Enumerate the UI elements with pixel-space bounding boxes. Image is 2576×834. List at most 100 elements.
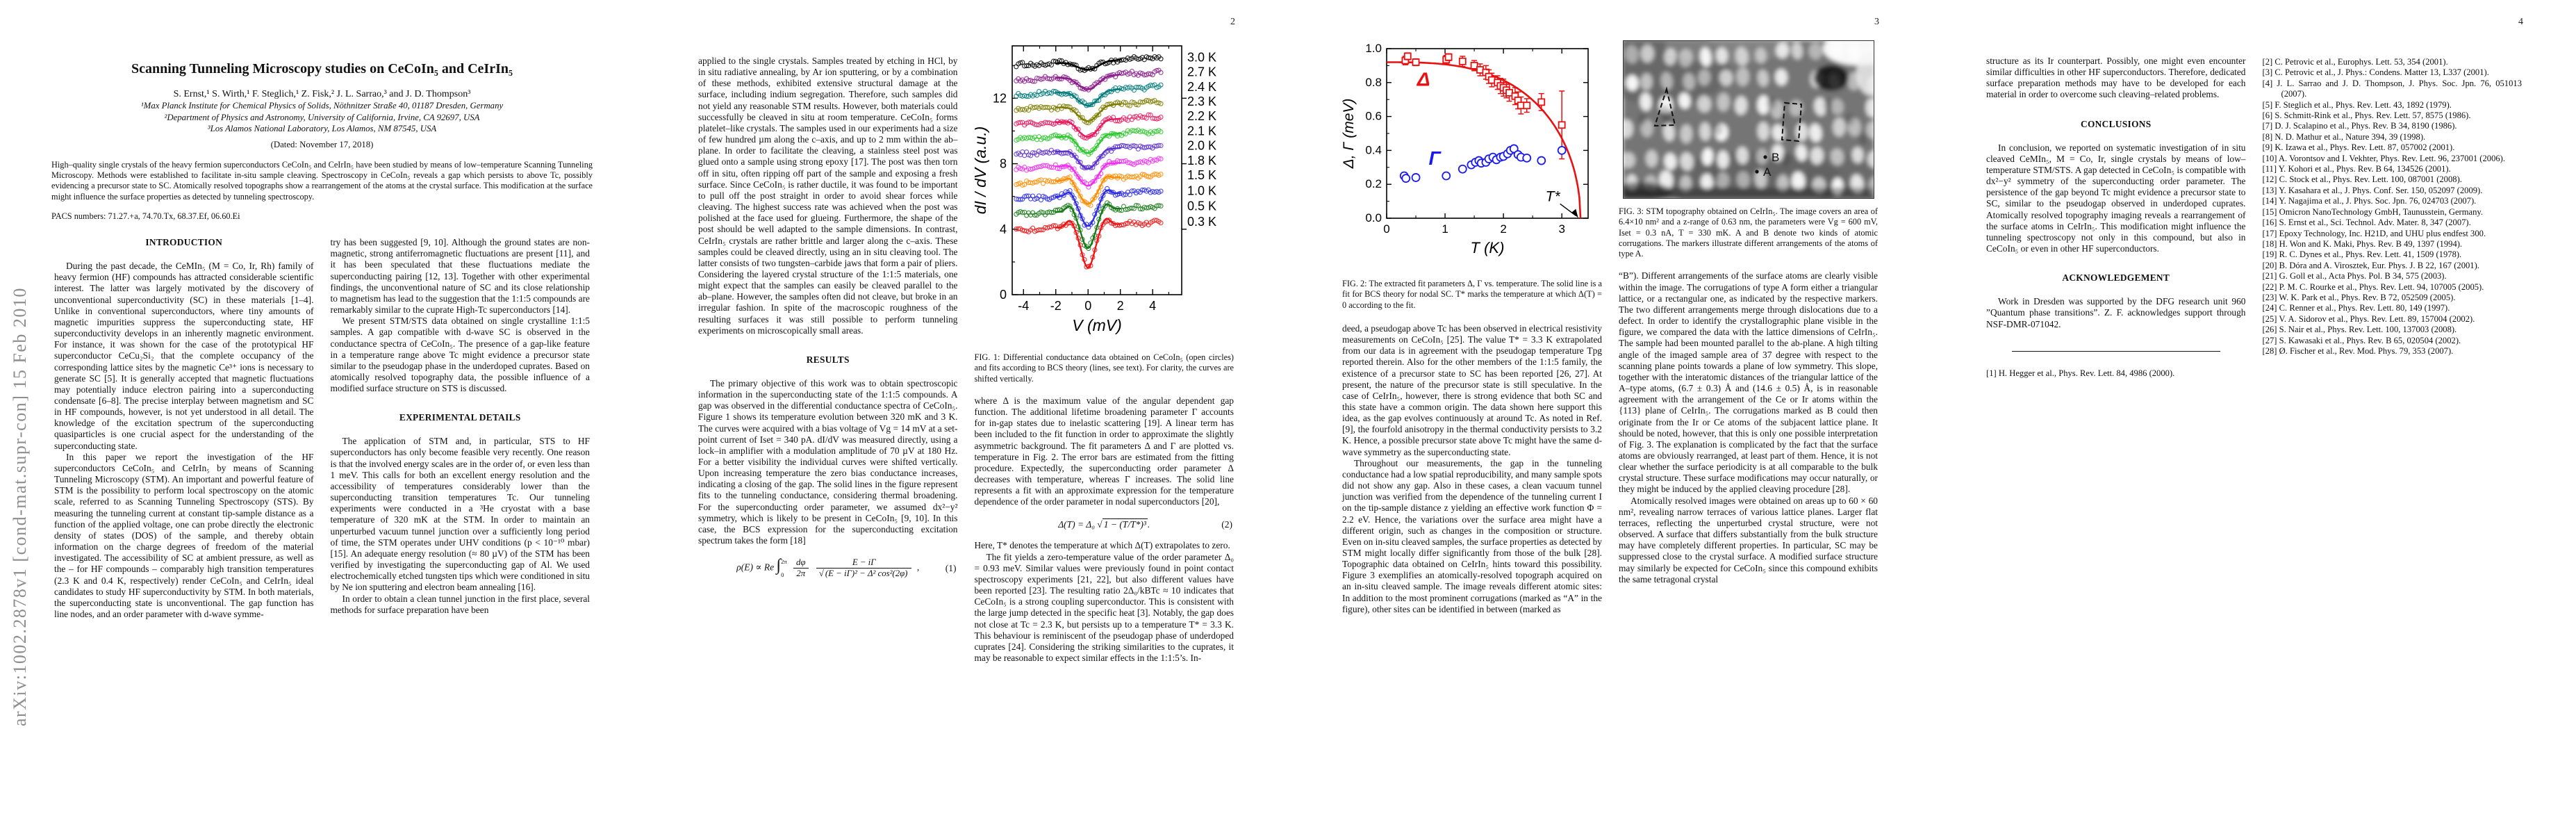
paragraph: Atomically resolved images were obtained…	[1619, 495, 1878, 584]
svg-text:0.3 K: 0.3 K	[1187, 215, 1216, 229]
paragraph: deed, a pseudogap above Tc has been obse…	[1342, 322, 1602, 457]
figure-1: -4 -2 0 2 4 0 4 8 12 V (mV) dI / dV (a.u.) 3.0 K2.7…	[971, 40, 1234, 384]
svg-text:3.0 K: 3.0 K	[1187, 50, 1216, 64]
reference-item: [11] Y. Kohori et al., Phys. Rev. B 64, …	[2262, 164, 2451, 174]
svg-text:-4: -4	[1018, 299, 1030, 313]
reference-item: [7] D. J. Scalapino et al., Phys. Rev. B…	[2262, 121, 2457, 131]
sqrt-sign: √	[818, 569, 824, 579]
paragraph: where Δ is the maximum value of the angu…	[974, 395, 1235, 507]
svg-text:0.4: 0.4	[1365, 143, 1382, 156]
page-2: 2 applied to the single crystals. Sample…	[644, 0, 1288, 834]
svg-text:1.8 K: 1.8 K	[1187, 154, 1216, 167]
reference-item: [18] H. Won and K. Maki, Phys. Rev. B 49…	[2262, 238, 2463, 249]
reference-item: [27] S. Kawasaki et al., Phys. Rev. B 65…	[2262, 335, 2461, 345]
paragraph: Work in Dresden was supported by the DFG…	[1986, 296, 2246, 329]
page-number: 3	[1874, 17, 1879, 27]
pacs-numbers: PACS numbers: 71.27.+a, 74.70.Tx, 68.37.…	[51, 211, 240, 222]
svg-text:2.4 K: 2.4 K	[1187, 80, 1216, 94]
svg-text:2.7 K: 2.7 K	[1187, 65, 1216, 79]
page1-columns: INTRODUCTION During the past decade, the…	[0, 234, 644, 620]
reference-item: [20] B. Dóra and A. Virosztek, Eur. Phys…	[2262, 260, 2479, 270]
reference-item: [16] S. Ernst et al., Sci. Technol. Adv.…	[2262, 218, 2471, 228]
paragraph: structure as its Ir counterpart. Possibl…	[1986, 56, 2246, 100]
svg-text:3: 3	[1558, 222, 1564, 236]
reference-item: [4] J. L. Sarrao and J. D. Thompson, J. …	[2262, 78, 2523, 99]
reference-item: [19] R. C. Dynes et al., Phys. Rev. Lett…	[2262, 250, 2462, 260]
reference-item: [5] F. Steglich et al., Phys. Rev. Lett.…	[2262, 99, 2452, 110]
svg-text:2: 2	[1117, 299, 1124, 313]
equation-1-number: (1)	[945, 562, 957, 573]
svg-text:1.5 K: 1.5 K	[1187, 168, 1216, 182]
section-conclusions: CONCLUSIONS	[2080, 118, 2152, 129]
figure-2-caption: FIG. 2: The extracted fit parameters Δ, …	[1342, 279, 1602, 310]
page4-right-column: [2] C. Petrovic et al., Europhys. Lett. …	[2263, 40, 2523, 379]
svg-text:0: 0	[1000, 288, 1007, 302]
reference-item: [1] H. Hegger et al., Phys. Rev. Lett. 8…	[1986, 368, 2175, 378]
paragraph: applied to the single crystals. Samples …	[698, 56, 958, 336]
equation-1: ρ(E) ∝ Re ∫ 2π 0 dφ 2π E − iΓ √ (E − iΓ)² − Δ…	[698, 557, 958, 579]
equation-2: Δ(T) = Δ₀ √ 1 − (T/T*)³ . (2)	[1058, 518, 1232, 530]
fig3-stm-topography-image: BA	[1598, 28, 1901, 214]
reference-item: [2] C. Petrovic et al., Europhys. Lett. …	[2262, 57, 2448, 67]
reference-item: [26] S. Nair et al., Phys. Rev. Lett. 10…	[2262, 325, 2457, 335]
affiliation-3: ³Los Alamos National Laboratory, Los Ala…	[207, 124, 437, 133]
paragraph: During the past decade, the CeMIn₅ (M = …	[54, 261, 314, 451]
svg-text:0.0: 0.0	[1365, 211, 1382, 224]
section-experimental-details: EXPERIMENTAL DETAILS	[399, 412, 521, 423]
page1-left-column: INTRODUCTION During the past decade, the…	[54, 234, 314, 620]
svg-text:T (K): T (K)	[1471, 239, 1505, 256]
reference-item: [6] S. Schmitt-Rink et al., Phys. Rev. L…	[2262, 111, 2471, 121]
reference-item: [12] C. Stock et al., Phys. Rev. Lett. 1…	[2262, 174, 2462, 185]
svg-text:2.0 K: 2.0 K	[1187, 139, 1216, 153]
affiliation-1: ¹Max Planck Institute for Chemical Physi…	[140, 101, 504, 111]
svg-text:0.5 K: 0.5 K	[1187, 199, 1216, 213]
dated-line: (Dated: November 17, 2018)	[270, 139, 374, 149]
svg-text:0.8: 0.8	[1365, 76, 1382, 89]
svg-text:B: B	[1772, 151, 1779, 164]
equation-2-number: (2)	[1221, 518, 1232, 530]
page-3: 3 0 1 2 3 0.0 0.2 0.4 0.6 0.8 1.0 T (K) Δ, Γ (meV) Δ…	[1288, 0, 1932, 834]
paragraph: In order to obtain a clean tunnel juncti…	[330, 593, 591, 615]
svg-text:2: 2	[1500, 222, 1506, 236]
svg-text:T*: T*	[1546, 189, 1561, 205]
page4-left-column: structure as its Ir counterpart. Possibl…	[1986, 40, 2246, 379]
svg-text:V (mV): V (mV)	[1072, 316, 1122, 334]
reference-list: [2] C. Petrovic et al., Europhys. Lett. …	[2263, 57, 2523, 357]
paragraph: Throughout our measurements, the gap in …	[1342, 457, 1602, 614]
paragraph: “B”). Different arrangements of the surf…	[1619, 270, 1878, 495]
page2-columns: applied to the single crystals. Samples …	[644, 0, 1288, 664]
svg-text:0: 0	[1383, 222, 1389, 236]
page2-right-column: -4 -2 0 2 4 0 4 8 12 V (mV) dI / dV (a.u.) 3.0 K2.7…	[971, 40, 1235, 664]
svg-text:Γ: Γ	[1429, 147, 1442, 169]
svg-text:Δ, Γ (meV): Δ, Γ (meV)	[1342, 99, 1357, 170]
paragraph: In this paper we report the investigatio…	[54, 451, 314, 619]
svg-text:2.1 K: 2.1 K	[1187, 124, 1216, 138]
svg-text:12: 12	[993, 91, 1007, 105]
section-results: RESULTS	[806, 354, 850, 365]
section-introduction: INTRODUCTION	[145, 237, 223, 248]
page-4: 4 structure as its Ir counterpart. Possi…	[1932, 0, 2576, 834]
reference-item: [9] K. Izawa et al., Phys. Rev. Lett. 87…	[2262, 142, 2455, 153]
integral-sign: ∫	[776, 556, 782, 575]
abstract: High–quality single crystals of the heav…	[51, 159, 593, 202]
svg-text:1: 1	[1442, 222, 1448, 236]
reference-item: [15] Omicron NanoTechnology GmbH, Taunus…	[2262, 206, 2484, 217]
figure-3-caption: FIG. 3: STM topography obtained on CeIrI…	[1619, 206, 1878, 259]
section-acknowledgement: ACKNOWLEDGEMENT	[2062, 272, 2170, 284]
integral-limits: 2π 0	[781, 557, 787, 578]
affiliation-2: ²Department of Physics and Astronomy, Un…	[164, 112, 480, 122]
paragraph: try has been suggested [9, 10]. Although…	[330, 237, 591, 316]
reference-item: [10] A. Vorontsov and I. Vekhter, Phys. …	[2262, 153, 2506, 163]
eq1-lhs: ρ(E) ∝ Re	[736, 562, 775, 573]
svg-text:4: 4	[1000, 222, 1007, 236]
paper-title: Scanning Tunneling Microscopy studies on…	[131, 61, 513, 76]
page2-left-column: applied to the single crystals. Samples …	[698, 40, 958, 664]
reference-item: [17] Epoxy Technology, Inc. H21D, and UH…	[2262, 228, 2486, 238]
fig1-conductance-chart: -4 -2 0 2 4 0 4 8 12 V (mV) dI / dV (a.u.) 3.0 K2.7…	[971, 45, 1216, 334]
reference-item: [28] Ø. Fischer et al., Rev. Mod. Phys. …	[2262, 345, 2454, 356]
page-number: 4	[2518, 17, 2523, 27]
paragraph: In conclusion, we reported on systematic…	[1986, 142, 2246, 254]
equation-1-body: ρ(E) ∝ Re ∫ 2π 0 dφ 2π E − iΓ √ (E − iΓ)² − Δ…	[736, 556, 920, 579]
reference-item: [14] Y. Nagajima et al., J. Phys. Soc. J…	[2262, 196, 2477, 206]
